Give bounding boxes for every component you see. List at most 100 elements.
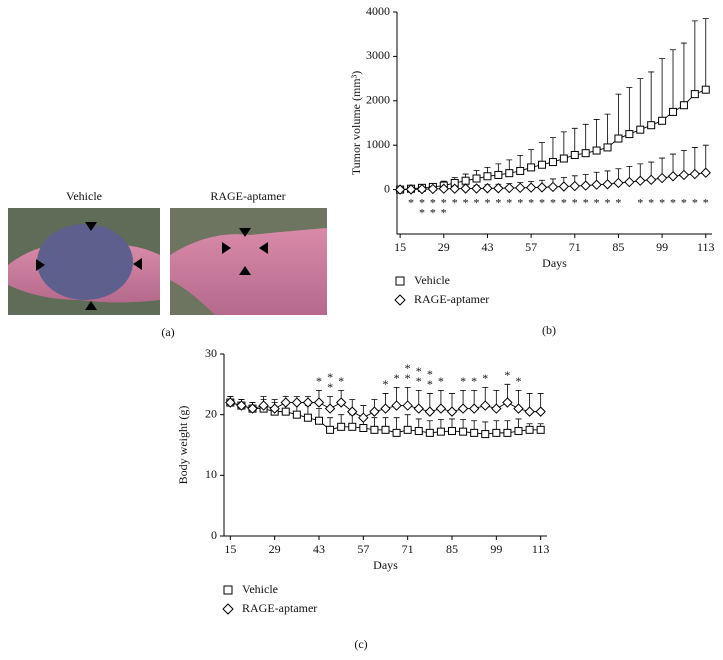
data-point: [505, 169, 514, 178]
significance-mark: *: [482, 371, 488, 385]
data-point: [647, 121, 656, 130]
error-bar: [691, 20, 698, 95]
y-tick-label: 10: [205, 467, 217, 481]
x-tick-label: 15: [224, 542, 236, 556]
data-point: [394, 184, 406, 195]
data-point: [669, 107, 678, 116]
data-point: [513, 403, 524, 414]
data-point: [700, 167, 711, 178]
y-tick-label: 20: [205, 406, 217, 420]
legend-label: Vehicle: [242, 582, 278, 596]
legend-label: RAGE-aptamer: [242, 601, 317, 615]
data-point: [514, 427, 523, 436]
data-point: [359, 424, 368, 433]
significance-mark: *: [504, 368, 510, 382]
significance-mark: *: [561, 195, 567, 209]
data-point: [435, 403, 447, 414]
significance-mark: *: [394, 371, 400, 385]
data-point: [448, 427, 456, 436]
significance-mark: *: [452, 195, 458, 209]
x-tick-label: 15: [394, 240, 406, 254]
data-point: [258, 400, 269, 411]
data-point: [624, 176, 635, 188]
data-point: [370, 425, 379, 434]
y-tick-label: 1000: [366, 137, 390, 151]
x-tick-label: 99: [656, 240, 668, 254]
significance-mark: *: [681, 195, 687, 209]
error-bar: [637, 78, 644, 130]
data-point: [503, 428, 512, 437]
significance-mark: *: [327, 380, 333, 394]
photo-label: Vehicle: [66, 189, 102, 203]
data-point: [303, 413, 312, 422]
y-tick-label: 0: [384, 181, 390, 195]
data-point: [613, 177, 624, 189]
data-point: [558, 181, 570, 192]
data-point: [559, 154, 568, 163]
data-point: [690, 90, 699, 99]
significance-mark: *: [405, 361, 411, 375]
legend-marker: [223, 585, 233, 595]
data-point: [514, 182, 526, 194]
data-point: [381, 425, 390, 434]
significance-mark: *: [441, 195, 447, 209]
significance-mark: *: [416, 364, 422, 378]
data-point: [269, 403, 280, 414]
significance-mark: *: [615, 195, 621, 209]
data-point: [536, 425, 545, 434]
legend-label: Vehicle: [414, 273, 450, 287]
error-bar: [560, 131, 567, 159]
significance-mark: *: [703, 195, 709, 209]
data-point: [480, 400, 491, 411]
x-tick-label: 71: [569, 240, 581, 254]
data-point: [569, 180, 580, 192]
data-point: [405, 184, 417, 195]
data-point: [689, 168, 701, 180]
data-point: [656, 172, 668, 184]
data-point: [636, 125, 645, 134]
significance-mark: *: [430, 195, 436, 209]
panel-caption: (b): [542, 323, 556, 337]
data-point: [536, 182, 548, 193]
data-point: [460, 183, 471, 194]
significance-mark: *: [594, 195, 600, 209]
data-point: [592, 146, 601, 155]
legend-label: RAGE-aptamer: [414, 292, 489, 306]
data-point: [315, 416, 323, 425]
data-point: [414, 427, 423, 436]
significance-mark: *: [408, 195, 414, 209]
data-point: [602, 179, 613, 190]
data-point: [493, 183, 504, 194]
axis-line: [396, 12, 712, 235]
data-point: [392, 428, 401, 437]
data-point: [625, 130, 634, 139]
data-point: [457, 403, 469, 414]
x-tick-label: 43: [481, 240, 493, 254]
error-bar: [604, 113, 611, 148]
significance-mark: *: [648, 195, 654, 209]
photo-rage-aptamer: [170, 208, 327, 315]
data-point: [502, 397, 513, 408]
data-point: [369, 406, 380, 417]
significance-mark: *: [427, 367, 433, 381]
error-bar: [659, 58, 666, 121]
significance-mark: *: [637, 195, 643, 209]
error-bar: [702, 18, 709, 90]
y-axis-label: Body weight (g): [176, 406, 190, 485]
y-tick-label: 4000: [366, 4, 390, 18]
data-point: [483, 172, 492, 181]
y-tick-label: 0: [211, 528, 217, 542]
data-point: [468, 403, 480, 414]
data-point: [413, 403, 424, 414]
significance-mark: *: [383, 377, 389, 391]
significance-mark: *: [539, 195, 545, 209]
significance-mark: *: [463, 195, 469, 209]
x-tick-label: 43: [313, 542, 325, 556]
data-point: [461, 176, 470, 185]
error-bar: [615, 93, 622, 139]
x-axis-label: Days: [373, 558, 398, 572]
data-point: [603, 143, 612, 152]
data-point: [425, 428, 434, 437]
error-bar: [582, 123, 589, 154]
panel-caption: (a): [161, 325, 174, 339]
